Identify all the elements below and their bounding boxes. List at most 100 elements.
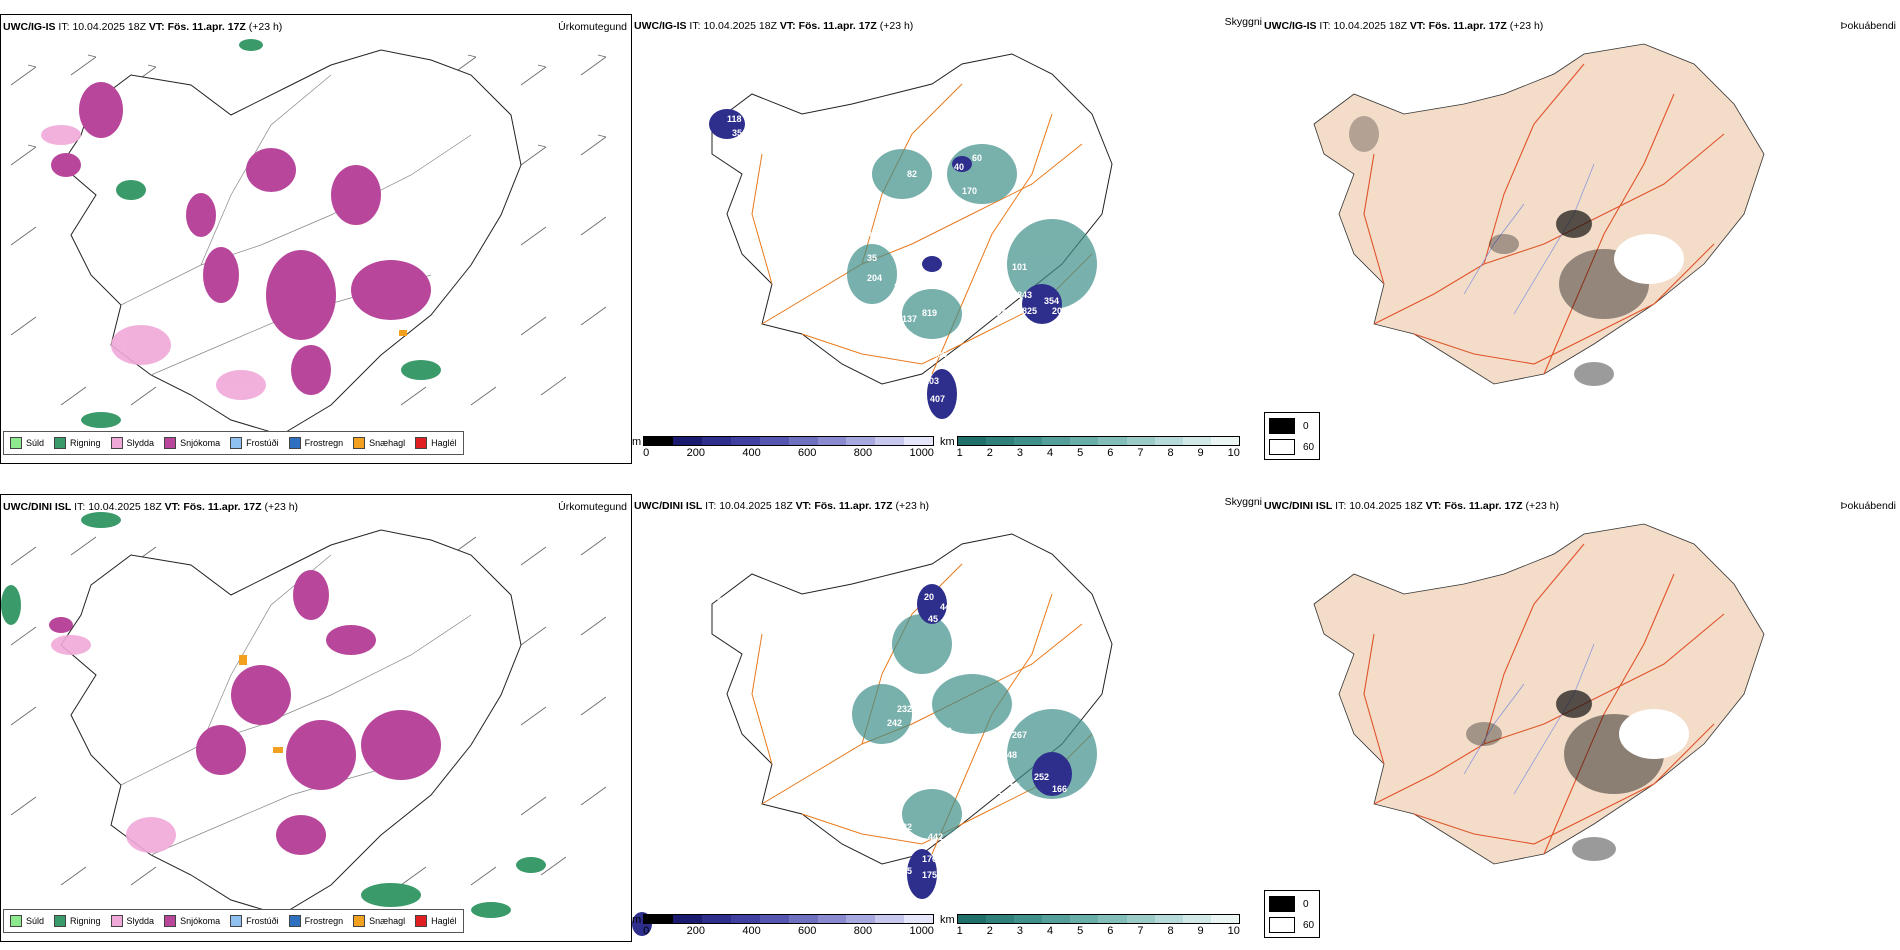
ceiling-unit: m: [632, 914, 642, 926]
visibility-tick: 4: [1047, 447, 1054, 459]
ceiling-label: 151: [887, 324, 902, 334]
ceiling-label: 962: [862, 228, 877, 238]
ceiling-label: 445: [940, 602, 955, 612]
ceiling-color-step: [846, 915, 876, 923]
panel-title-precip: Úrkomutegund: [558, 21, 627, 33]
visibility-color-step: [1013, 437, 1043, 445]
ceiling-unit: m: [632, 436, 642, 448]
visibility-tick: 1: [956, 447, 963, 459]
ceiling-label: 45: [928, 614, 938, 624]
panel-title-fog: Þokuábendi: [1840, 500, 1896, 512]
visibility-color-step: [1182, 437, 1211, 445]
ceiling-color-step: [644, 437, 674, 445]
ceiling-label: 38: [904, 386, 914, 396]
rain-areas: [81, 39, 441, 428]
legend-item-drizzle: Súld: [10, 915, 44, 927]
visibility-color-step: [1013, 915, 1043, 923]
visibility-color-step: [1070, 915, 1099, 923]
freezing-rain-swatch: [288, 915, 301, 927]
ceiling-label: 843: [1017, 290, 1032, 300]
visibility-color-step: [1126, 437, 1155, 445]
fog-legend-60: 60: [1303, 441, 1315, 453]
ceiling-label: 101: [1012, 262, 1027, 272]
visibility-tick: 2: [986, 447, 993, 459]
ceiling-tick: 0: [643, 447, 650, 459]
header-bottom-middle: UWC/DINI ISL IT: 10.04.2025 18Z VT: Fös.…: [634, 500, 930, 512]
legend-item-drizzle: Súld: [10, 437, 44, 449]
freezing-rain-swatch: [288, 437, 301, 449]
ceiling-label: 35: [732, 128, 742, 138]
visibility-tick: 8: [1167, 925, 1174, 937]
ceiling-label: 32: [992, 786, 1002, 796]
ceiling-tick: 200: [686, 925, 705, 937]
ceiling-tick: 1000: [909, 925, 934, 937]
visibility-tick: 5: [1077, 447, 1084, 459]
graupel-spot: [239, 655, 247, 665]
fog-swatch-black: [1269, 418, 1295, 434]
ceiling-color-step: [644, 915, 674, 923]
legend-item-sleet: Slydda: [110, 915, 154, 927]
precip-legend: Súld Rigning Slydda Snjókoma Frostúði Fr…: [3, 431, 464, 455]
visibility-color-step: [1098, 437, 1127, 445]
ceiling-label: 242: [887, 718, 902, 728]
ceiling-label: 166: [1052, 784, 1067, 794]
header-bottom-left: UWC/DINI ISL IT: 10.04.2025 18Z VT: Fös.…: [3, 501, 299, 513]
fog-roads: [1363, 63, 1725, 375]
ceiling-label: 35: [1010, 782, 1020, 792]
legend-item-hail: Haglél: [415, 915, 457, 927]
ceiling-label: 208: [1052, 306, 1067, 316]
visibility-map-top: 118 35 59 82 40 60 170 962 67 35 204 101…: [709, 53, 1113, 419]
ceiling-color-step: [673, 915, 702, 923]
visibility-color-step: [985, 437, 1014, 445]
hail-swatch: [415, 437, 428, 449]
visibility-tick: 2: [986, 925, 993, 937]
ceiling-label: 82: [717, 596, 727, 606]
ceiling-tick: 800: [853, 925, 873, 937]
visibility-tick: 3: [1016, 447, 1024, 459]
visibility-color-step: [1042, 915, 1071, 923]
visibility-color-step: [1210, 437, 1240, 445]
legend-item-freezing-drizzle: Frostúði: [230, 915, 279, 927]
ceiling-label: 175: [922, 870, 937, 880]
visibility-color-step: [1154, 437, 1183, 445]
header-top-left: UWC/IG-IS IT: 10.04.2025 18Z VT: Fös. 11…: [3, 21, 283, 33]
ceiling-label: 82: [902, 822, 912, 832]
fog-swatch-white: [1269, 439, 1295, 455]
visibility-color-scale: [956, 914, 1240, 924]
iceland-land: [1313, 43, 1765, 385]
visibility-tick: 9: [1197, 925, 1204, 937]
ceiling-color-step: [701, 915, 731, 923]
ceiling-label: 27: [897, 758, 907, 768]
ceiling-label: 232: [897, 704, 912, 714]
ceiling-color-step: [759, 437, 789, 445]
ceiling-label: 37: [887, 302, 897, 312]
ceiling-color-step: [788, 437, 818, 445]
ceiling-tick: 600: [798, 925, 817, 937]
rivers: [1463, 163, 1595, 315]
low-ceiling-areas: [709, 109, 1062, 419]
ceiling-label: 59: [714, 141, 724, 151]
ceiling-color-step: [904, 915, 934, 923]
glacier-white: [1614, 234, 1684, 284]
ceiling-label: 103: [924, 376, 939, 386]
freezing-drizzle-swatch: [230, 915, 243, 927]
ceiling-label: 252: [1034, 772, 1049, 782]
ceiling-colorbar: m 0 200 400 600 800 1000: [632, 436, 934, 459]
ceiling-label: 82: [907, 169, 917, 179]
ceiling-color-step: [846, 437, 876, 445]
visibility-color-step: [1210, 915, 1240, 923]
graupel-swatch: [353, 915, 366, 927]
ceiling-label: 60: [972, 153, 982, 163]
visibility-tick: 9: [1197, 447, 1204, 459]
ceiling-label: 118: [727, 114, 742, 124]
panel-title-precip: Úrkomutegund: [558, 501, 627, 513]
ceiling-tick: 600: [798, 447, 817, 459]
hail-swatch: [415, 915, 428, 927]
visibility-color-step: [957, 437, 986, 445]
visibility-tick: 7: [1137, 447, 1144, 459]
ceiling-color-step: [875, 915, 905, 923]
visibility-panel-bottom: 20 445 45 78 82 232 242 80 221 386 27 26…: [632, 494, 1264, 940]
ceiling-label: 67: [937, 248, 947, 258]
precip-type-panel-top: UWC/IG-IS IT: 10.04.2025 18Z VT: Fös. 11…: [0, 14, 632, 464]
fog-swatch-white: [1269, 917, 1295, 933]
